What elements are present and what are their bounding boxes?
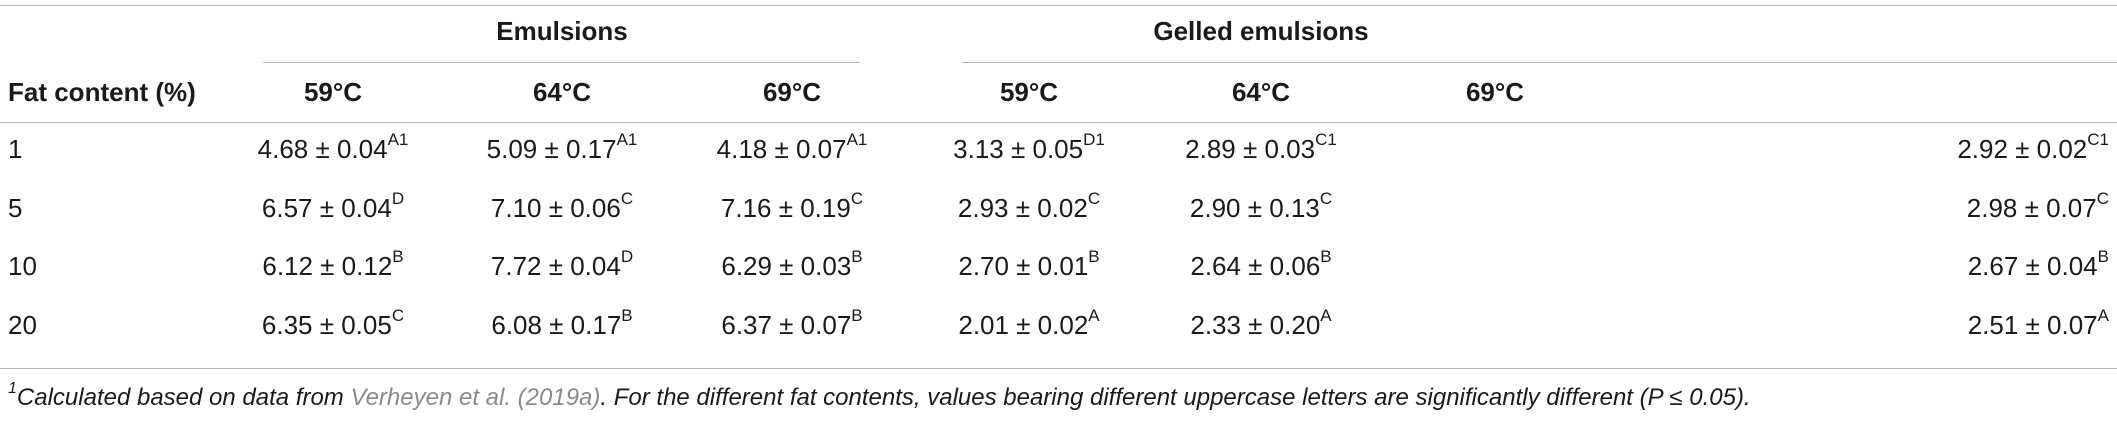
cell-value: 6.12 ± 0.12: [262, 251, 393, 281]
cell-significance-letter: C1: [1315, 130, 1337, 150]
table-cell: 7.16 ± 0.19C: [720, 190, 863, 223]
cell-value: 6.35 ± 0.05: [261, 310, 392, 340]
cell-value: 2.93 ± 0.02: [957, 193, 1088, 223]
cell-significance-letter: D: [391, 189, 405, 209]
cell-significance-letter: A: [1320, 306, 1332, 326]
table-cell: 6.29 ± 0.03B: [721, 248, 862, 281]
table-cell: 4.18 ± 0.07A1: [716, 131, 868, 164]
table-cell: 2.89 ± 0.03C1: [1185, 131, 1337, 164]
table-cell: 6.37 ± 0.07B: [721, 307, 862, 340]
col-header-emulsions-64: 64°C: [532, 77, 592, 107]
table-cell: 2.98 ± 0.07C: [1966, 190, 2109, 223]
row-label-fat-content: 1: [8, 134, 23, 164]
cell-value: 6.08 ± 0.17: [491, 310, 622, 340]
table-cell: 6.08 ± 0.17B: [491, 307, 632, 340]
cell-value: 4.68 ± 0.04: [257, 134, 388, 164]
table-bottom-rule: [0, 368, 2117, 369]
group-header-gelled-emulsions: Gelled emulsions: [1153, 16, 1369, 46]
cell-value: 6.29 ± 0.03: [721, 251, 852, 281]
emulsions-group-rule: [263, 62, 860, 63]
cell-significance-letter: C: [391, 306, 405, 326]
gelled-emulsions-group-rule: [962, 62, 2117, 63]
cell-value: 2.51 ± 0.07: [1967, 310, 2098, 340]
cell-significance-letter: B: [392, 247, 404, 267]
table-footnote: 1Calculated based on data from Verheyen …: [8, 381, 1751, 412]
row-label-fat-content: 10: [8, 251, 37, 281]
cell-significance-letter: B: [2097, 247, 2109, 267]
col-header-gelled-69: 69°C: [1465, 77, 1525, 107]
footnote-mark: 1: [8, 380, 17, 397]
table-cell: 2.93 ± 0.02C: [957, 190, 1100, 223]
col-header-emulsions-59: 59°C: [303, 77, 363, 107]
row-label-fat-content: 20: [8, 310, 37, 340]
cell-significance-letter: B: [1088, 247, 1100, 267]
cell-significance-letter: C: [1319, 189, 1333, 209]
table-cell: 2.90 ± 0.13C: [1189, 190, 1332, 223]
table-cell: 6.57 ± 0.04D: [261, 190, 404, 223]
table-cell: 2.67 ± 0.04B: [1967, 248, 2109, 281]
cell-value: 2.33 ± 0.20: [1190, 310, 1321, 340]
table-cell: 5.09 ± 0.17A1: [486, 131, 638, 164]
table-cell: 7.10 ± 0.06C: [490, 190, 633, 223]
cell-value: 2.67 ± 0.04: [1967, 251, 2098, 281]
table-top-rule: [0, 5, 2117, 6]
cell-value: 6.57 ± 0.04: [261, 193, 392, 223]
footnote-reference-link[interactable]: Verheyen et al. (2019a): [350, 384, 601, 411]
table-cell: 2.92 ± 0.02C1: [1957, 131, 2109, 164]
cell-significance-letter: C: [2096, 189, 2109, 209]
cell-significance-letter: A: [2097, 306, 2109, 326]
row-header-fat-content: Fat content (%): [8, 77, 196, 107]
footnote-text-before: Calculated based on data from: [16, 384, 351, 411]
cell-value: 2.64 ± 0.06: [1190, 251, 1321, 281]
cell-value: 3.13 ± 0.05: [953, 134, 1084, 164]
cell-significance-letter: A1: [616, 130, 638, 150]
cell-significance-letter: B: [851, 306, 863, 326]
cell-significance-letter: A: [1088, 306, 1100, 326]
table-cell: 2.33 ± 0.20A: [1190, 307, 1331, 340]
cell-value: 7.16 ± 0.19: [720, 193, 851, 223]
cell-value: 2.70 ± 0.01: [958, 251, 1089, 281]
cell-value: 2.01 ± 0.02: [958, 310, 1089, 340]
group-header-emulsions: Emulsions: [496, 16, 628, 46]
header-bottom-rule: [0, 122, 2117, 123]
cell-significance-letter: D: [620, 247, 634, 267]
cell-significance-letter: B: [851, 247, 863, 267]
table-cell: 3.13 ± 0.05D1: [953, 131, 1105, 164]
cell-significance-letter: C: [620, 189, 634, 209]
cell-value: 5.09 ± 0.17: [486, 134, 617, 164]
col-header-gelled-59: 59°C: [999, 77, 1059, 107]
col-header-emulsions-69: 69°C: [762, 77, 822, 107]
cell-significance-letter: D1: [1083, 130, 1105, 150]
table-cell: 2.01 ± 0.02A: [958, 307, 1099, 340]
footnote-text-after: . For the different fat contents, values…: [600, 384, 1751, 411]
row-label-fat-content: 5: [8, 193, 23, 223]
cell-significance-letter: B: [1320, 247, 1332, 267]
cell-value: 2.98 ± 0.07: [1966, 193, 2097, 223]
cell-significance-letter: C: [850, 189, 864, 209]
table-cell: 2.64 ± 0.06B: [1190, 248, 1331, 281]
cell-value: 2.92 ± 0.02: [1957, 134, 2088, 164]
table-cell: 6.35 ± 0.05C: [261, 307, 404, 340]
cell-value: 2.90 ± 0.13: [1189, 193, 1320, 223]
table-cell: 2.51 ± 0.07A: [1967, 307, 2109, 340]
cell-significance-letter: C1: [2087, 130, 2109, 150]
table-cell: 4.68 ± 0.04A1: [257, 131, 409, 164]
cell-significance-letter: C: [1087, 189, 1101, 209]
cell-value: 7.72 ± 0.04: [490, 251, 621, 281]
cell-value: 2.89 ± 0.03: [1185, 134, 1316, 164]
col-header-gelled-64: 64°C: [1231, 77, 1291, 107]
cell-significance-letter: A1: [846, 130, 868, 150]
table-cell: 2.70 ± 0.01B: [958, 248, 1099, 281]
cell-value: 6.37 ± 0.07: [721, 310, 852, 340]
cell-value: 4.18 ± 0.07: [716, 134, 847, 164]
table-cell: 6.12 ± 0.12B: [262, 248, 403, 281]
cell-significance-letter: B: [621, 306, 633, 326]
cell-value: 7.10 ± 0.06: [490, 193, 621, 223]
cell-significance-letter: A1: [387, 130, 409, 150]
table-cell: 7.72 ± 0.04D: [490, 248, 633, 281]
